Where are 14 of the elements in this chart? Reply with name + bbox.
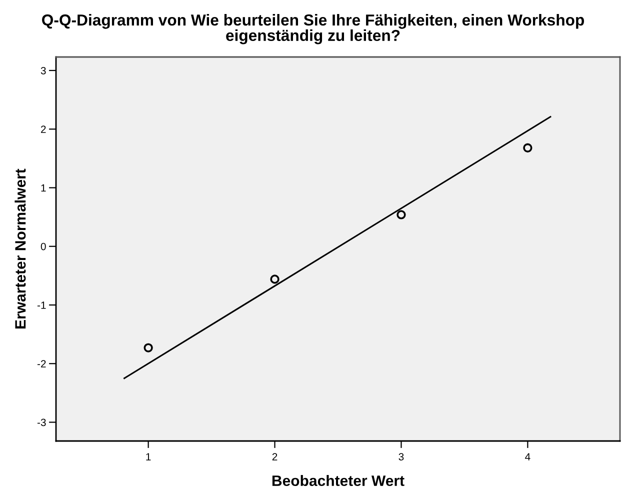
y-tick-label: -1: [37, 302, 46, 309]
x-axis-title: Beobachteter Wert: [272, 475, 404, 486]
y-tick-label: -2: [37, 360, 46, 368]
y-tick-label: 1: [41, 184, 46, 192]
x-tick-label: 3: [398, 453, 404, 460]
y-tick-label: 3: [40, 66, 46, 74]
y-tick-label: 0: [40, 242, 46, 250]
chart-title: Q-Q-Diagramm von Wie beurteilen Sie Ihre Fähigkeiten, einen Workshop eigenständig zu leiten?: [42, 14, 584, 44]
x-tick-label: 1: [146, 453, 151, 460]
y-tick-label: -3: [37, 418, 46, 426]
x-tick-label: 2: [272, 453, 278, 460]
y-axis-title: Erwarteter Normalwert: [14, 168, 26, 328]
x-tick-label: 4: [525, 453, 530, 460]
y-tick-label: 2: [41, 126, 46, 133]
